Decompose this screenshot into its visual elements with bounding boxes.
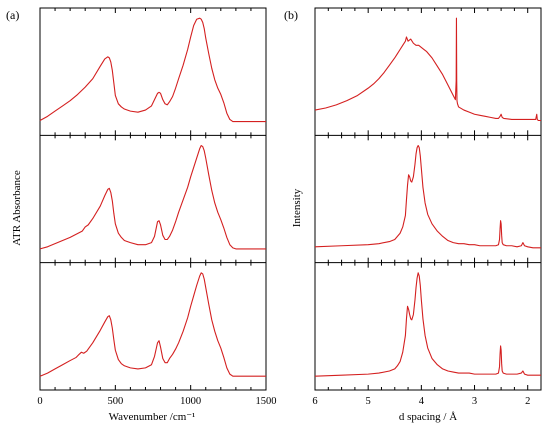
panel-a-ylabel: ATR Absorbance — [11, 170, 23, 246]
b-series-1-line — [314, 17, 541, 122]
b-x-tick-label: 2 — [525, 396, 530, 407]
panel-a-xlabel: Wavenumber /cm⁻¹ — [109, 411, 196, 423]
b-series-3-line — [314, 272, 541, 377]
b-x-tick-label: 5 — [366, 396, 371, 407]
a-series-3-line — [39, 272, 266, 377]
b-x-tick-label: 6 — [312, 396, 317, 407]
b-series-2-line — [314, 144, 541, 249]
b-x-tick-label: 4 — [419, 396, 425, 407]
panel-b-chart: 6 5 4 3 2 — [312, 7, 542, 407]
panel-a-chart: 0 500 1000 1500 — [37, 7, 277, 407]
a-x-tick-label: 0 — [37, 396, 42, 407]
panel-b-xlabel: d spacing / Å — [399, 411, 457, 423]
a-x-tick-label: 1500 — [256, 396, 277, 407]
a-x-tick-label: 500 — [107, 396, 123, 407]
panel-b-label: (b) — [284, 8, 298, 22]
a-series-2-line — [39, 144, 266, 250]
panel-b-ylabel: Intensity — [291, 188, 303, 227]
b-plot-frame — [314, 7, 542, 391]
a-x-tick-label: 1000 — [180, 396, 201, 407]
panel-a-label: (a) — [6, 8, 19, 22]
a-series-1-line — [39, 17, 266, 123]
b-x-tick-label: 3 — [472, 396, 477, 407]
a-plot-frame — [39, 7, 267, 391]
